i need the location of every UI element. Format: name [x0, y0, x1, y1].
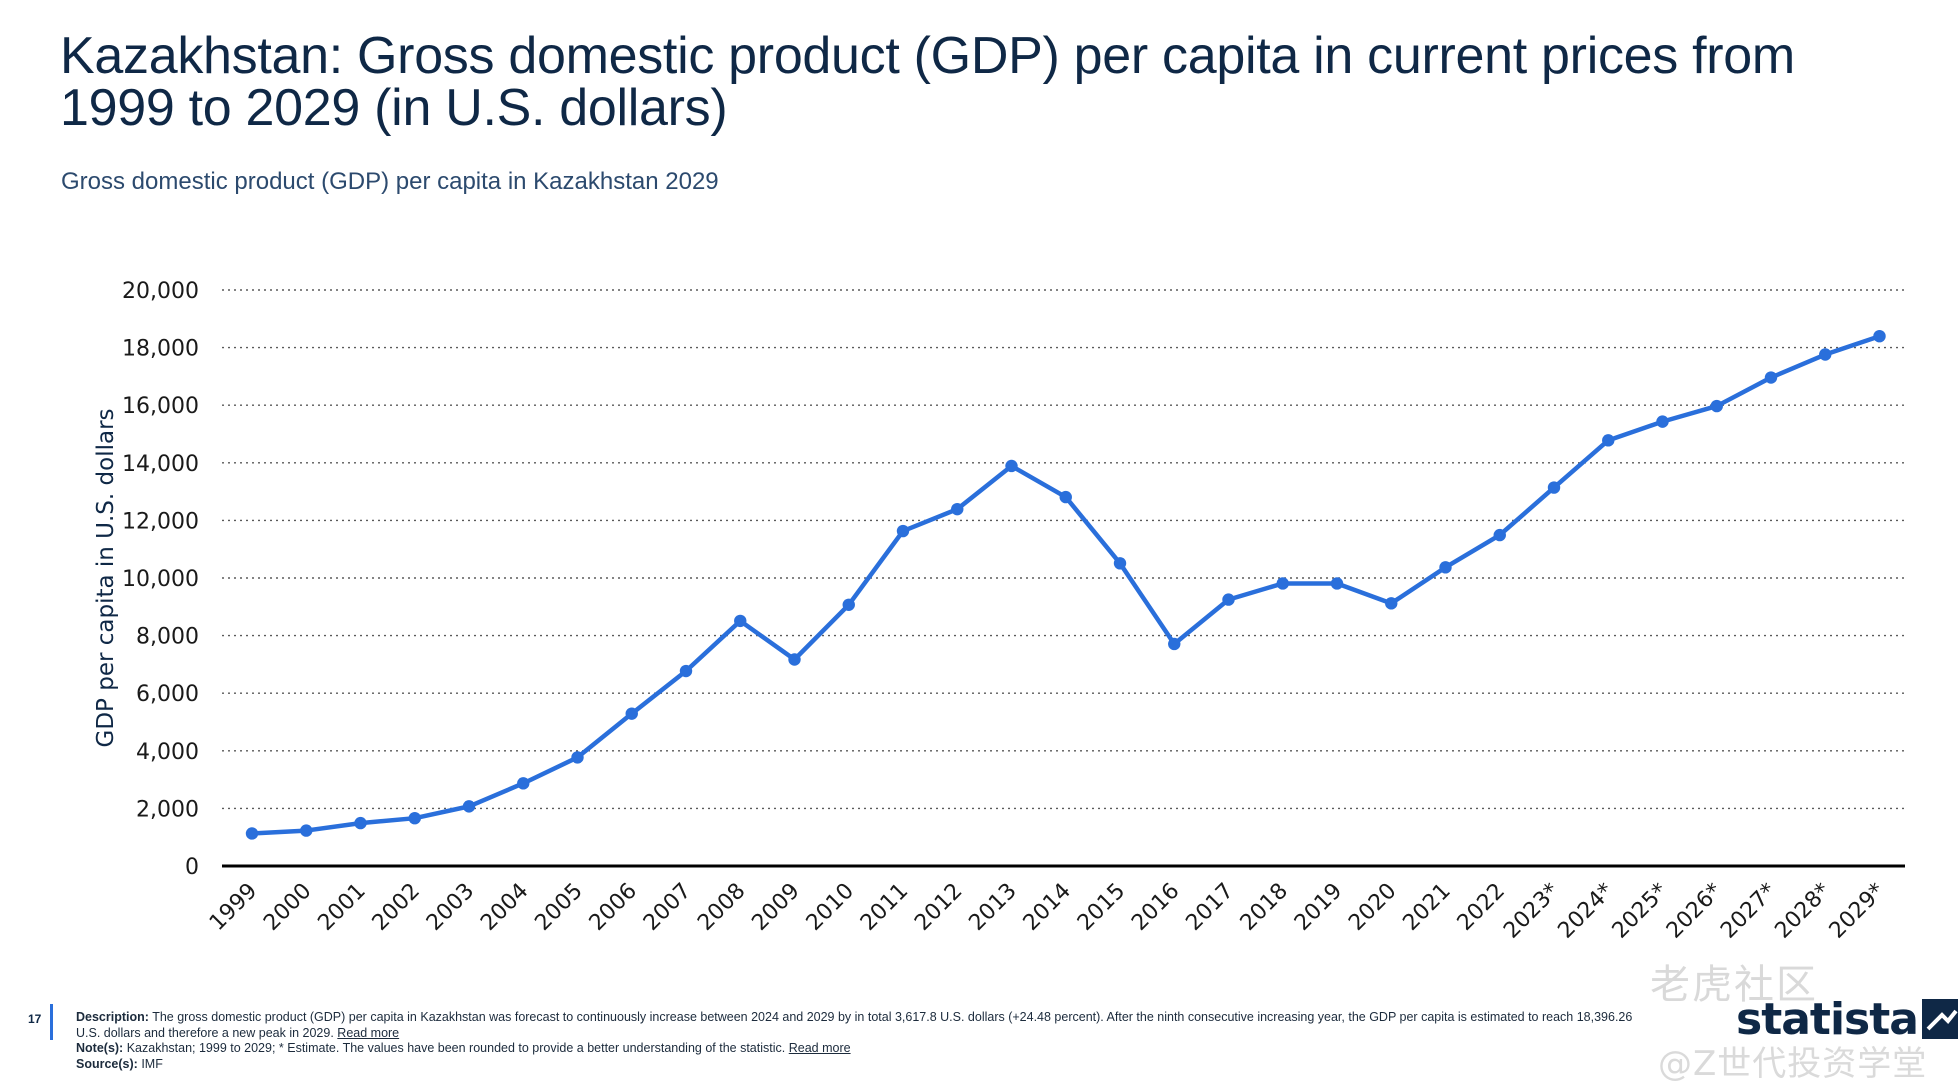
x-tick-label: 2003 — [422, 879, 479, 936]
x-tick-label: 2018 — [1236, 879, 1293, 936]
data-point[interactable] — [951, 502, 964, 516]
data-point[interactable] — [1764, 371, 1778, 384]
data-point[interactable] — [1493, 528, 1506, 542]
data-point[interactable] — [1222, 593, 1235, 606]
source-block: Source(s): IMF — [76, 1057, 1656, 1073]
y-tick-label: 16,000 — [122, 394, 199, 419]
notes-block: Note(s): Kazakhstan; 1999 to 2029; * Est… — [76, 1041, 1656, 1057]
data-point[interactable] — [462, 800, 476, 813]
x-tick-label: 2010 — [802, 879, 859, 936]
page-number: 17 — [28, 1012, 42, 1026]
data-point[interactable] — [300, 824, 313, 837]
data-point[interactable] — [1385, 597, 1398, 610]
data-point[interactable] — [1113, 557, 1127, 570]
x-tick-label: 2028* — [1770, 879, 1835, 944]
notes-text: Kazakhstan; 1999 to 2029; * Estimate. Th… — [126, 1041, 786, 1055]
data-point[interactable] — [1005, 459, 1018, 473]
x-tick-label: 2002 — [368, 879, 425, 936]
y-tick-label: 10,000 — [122, 567, 199, 592]
statista-logo-icon — [1921, 999, 1958, 1039]
data-point[interactable] — [896, 524, 910, 538]
series-line — [249, 333, 1882, 836]
data-point[interactable] — [679, 664, 693, 678]
x-tick-label: 2029* — [1825, 879, 1890, 944]
statista-logo[interactable]: statista — [1736, 993, 1958, 1045]
x-tick-label: 2008 — [693, 879, 750, 936]
data-point[interactable] — [1656, 415, 1669, 428]
y-tick-label: 2,000 — [136, 797, 199, 822]
x-tick-label: 2023* — [1499, 879, 1564, 944]
x-tick-label: 2026* — [1662, 879, 1727, 944]
data-point[interactable] — [1873, 329, 1886, 343]
y-tick-label: 6,000 — [136, 682, 199, 707]
x-tick-label: 2007 — [639, 879, 696, 936]
data-point[interactable] — [1330, 577, 1344, 590]
data-point[interactable] — [408, 811, 421, 825]
x-tick-label: 2005 — [530, 879, 587, 936]
data-point[interactable] — [517, 777, 530, 790]
y-tick-label: 20,000 — [122, 279, 199, 304]
y-tick-label: 14,000 — [122, 452, 199, 477]
description-text: The gross domestic product (GDP) per cap… — [76, 1010, 1633, 1040]
data-point[interactable] — [1819, 348, 1832, 361]
statista-logo-text: statista — [1736, 993, 1919, 1045]
y-axis-label: GDP per capita in U.S. dollars — [93, 408, 119, 747]
x-tick-label: 2015 — [1073, 879, 1130, 936]
y-tick-label: 12,000 — [122, 509, 199, 534]
data-point[interactable] — [1168, 637, 1181, 651]
x-tick-label: 2009 — [747, 879, 804, 936]
page-number-bar — [50, 1004, 53, 1040]
data-point[interactable] — [788, 653, 801, 666]
y-tick-label: 0 — [185, 855, 199, 880]
source-text: IMF — [141, 1056, 163, 1071]
x-tick-label: 2021 — [1398, 879, 1455, 936]
y-tick-label: 4,000 — [136, 740, 199, 765]
read-more-link[interactable]: Read more — [337, 1025, 400, 1040]
line-chart: 0 2,000 4,000 6,000 8,000 10,000 12,000 14,000 1… — [93, 279, 1905, 944]
data-point[interactable] — [625, 707, 638, 720]
page-title: Kazakhstan: Gross domestic product (GDP)… — [60, 27, 1795, 137]
x-tick-label: 2017 — [1181, 879, 1238, 936]
x-tick-label: 2006 — [585, 879, 642, 936]
source-label: Source(s): — [76, 1056, 138, 1071]
chart-notes: Description: The gross domestic product … — [76, 1010, 1656, 1072]
x-tick-label: 2011 — [856, 879, 913, 936]
x-tick-label: 2012 — [910, 879, 967, 936]
x-tick-label: 2013 — [964, 879, 1021, 936]
description-label: Description: — [76, 1010, 149, 1024]
notes-label: Note(s): — [76, 1041, 124, 1055]
page-subtitle: Gross domestic product (GDP) per capita … — [61, 168, 719, 195]
data-point[interactable] — [1547, 481, 1561, 494]
watermark-community: 老虎社区 — [1650, 962, 1818, 1008]
read-more-link-notes[interactable]: Read more — [788, 1041, 851, 1055]
data-point[interactable] — [1059, 490, 1072, 504]
x-tick-label: 2024* — [1553, 879, 1618, 944]
x-tick-label: 2019 — [1290, 879, 1347, 936]
y-tick-label: 18,000 — [122, 337, 199, 362]
watermark-handle: @Z世代投资学堂 — [1658, 1044, 1928, 1084]
x-tick-label: 2027* — [1716, 879, 1781, 944]
data-point[interactable] — [842, 598, 855, 611]
y-tick-label: 8,000 — [136, 625, 199, 650]
x-tick-label: 2016 — [1127, 879, 1184, 936]
x-tick-label: 1999 — [205, 879, 262, 936]
data-point[interactable] — [571, 751, 584, 764]
x-tick-label: 2014 — [1019, 879, 1076, 936]
data-point[interactable] — [245, 827, 259, 840]
data-point[interactable] — [1439, 561, 1452, 574]
data-point[interactable] — [1602, 434, 1615, 447]
x-tick-label: 2001 — [313, 879, 370, 936]
x-tick-label: 2025* — [1608, 879, 1673, 944]
x-tick-label: 2020 — [1344, 879, 1401, 936]
data-point[interactable] — [1276, 577, 1289, 590]
description-block: Description: The gross domestic product … — [76, 1010, 1656, 1041]
x-tick-label: 2004 — [476, 879, 533, 936]
x-tick-label: 2000 — [259, 879, 316, 936]
data-point[interactable] — [1710, 399, 1723, 413]
data-point[interactable] — [734, 614, 747, 628]
data-point[interactable] — [354, 816, 367, 830]
